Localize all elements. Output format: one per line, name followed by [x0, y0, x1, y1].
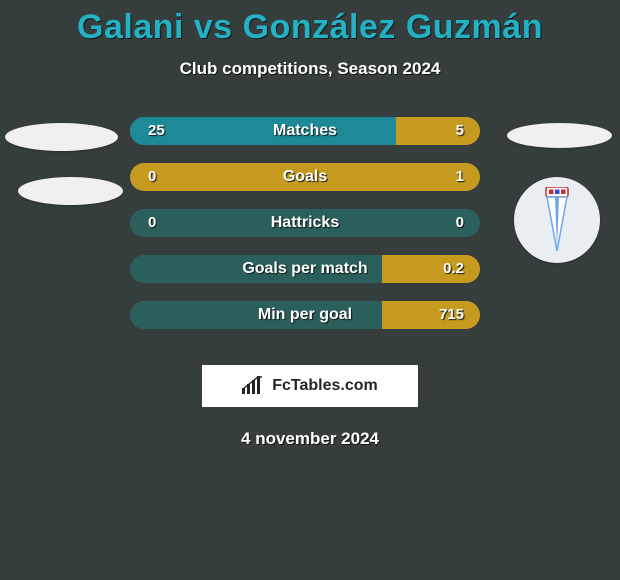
- stat-row: Hattricks00: [0, 209, 620, 255]
- stat-value-right: 5: [456, 117, 464, 145]
- stat-value-right: 0.2: [443, 255, 464, 283]
- stat-bar-left: [130, 117, 396, 145]
- snapshot-date: 4 november 2024: [0, 429, 620, 449]
- brand-box[interactable]: FcTables.com: [202, 365, 418, 407]
- stat-bar-right: [382, 301, 480, 329]
- stat-bar-right: [382, 255, 480, 283]
- stat-row: Goals01: [0, 163, 620, 209]
- stat-bar: [130, 163, 480, 191]
- stat-bar: [130, 301, 480, 329]
- stat-row: Goals per match0.2: [0, 255, 620, 301]
- stat-value-right: 0: [456, 209, 464, 237]
- stat-value-left: 25: [148, 117, 165, 145]
- stat-row: Matches255: [0, 117, 620, 163]
- brand-label: FcTables.com: [272, 377, 378, 395]
- chart-bars-icon: [242, 376, 266, 396]
- stat-value-right: 1: [456, 163, 464, 191]
- stat-value-left: 0: [148, 163, 156, 191]
- stat-value-left: 0: [148, 209, 156, 237]
- page-subtitle: Club competitions, Season 2024: [0, 59, 620, 79]
- stat-bar: [130, 255, 480, 283]
- stat-bar: [130, 209, 480, 237]
- stat-bar-right: [396, 117, 480, 145]
- stat-bar: [130, 117, 480, 145]
- stat-bar-right: [130, 163, 480, 191]
- stat-value-right: 715: [439, 301, 464, 329]
- page-title: Galani vs González Guzmán: [0, 0, 620, 47]
- stat-row: Min per goal715: [0, 301, 620, 347]
